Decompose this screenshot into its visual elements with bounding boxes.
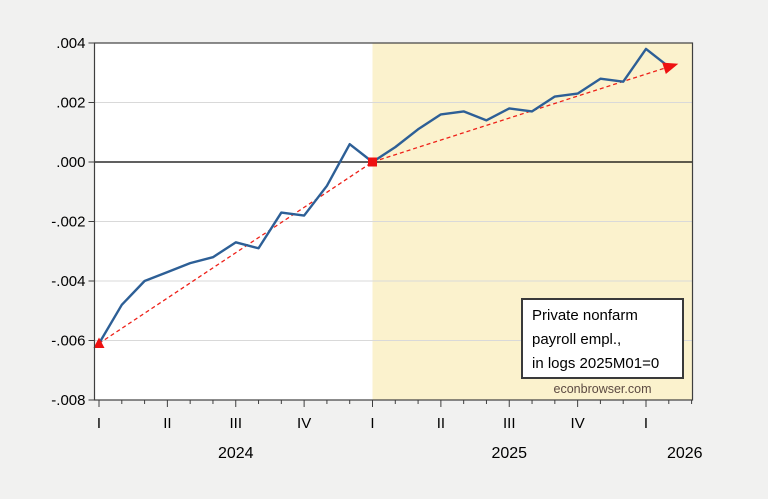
x-axis-quarter-label: IV — [571, 415, 585, 432]
trend-line — [98, 66, 669, 345]
x-axis-quarter-label: III — [229, 415, 242, 432]
annotation-box: Private nonfarm payroll empl., in logs 2… — [521, 298, 684, 379]
x-axis-year-label: 2025 — [491, 445, 527, 462]
annotation-line: payroll empl., — [532, 331, 622, 348]
annotation-line: in logs 2025M01=0 — [532, 355, 660, 372]
trend-end-arrow-marker — [662, 62, 679, 75]
y-axis-label: -.006 — [51, 333, 85, 350]
trend-start-marker — [93, 337, 105, 348]
actual-series-line — [97, 47, 670, 345]
y-axis-label: .004 — [56, 35, 85, 52]
x-axis-year-label: 2026 — [667, 445, 703, 462]
x-axis-quarter-label: I — [97, 415, 101, 432]
y-axis-label: -.002 — [51, 214, 85, 231]
x-axis-quarter-label: I — [370, 415, 374, 432]
x-axis-quarter-label: II — [437, 415, 445, 432]
x-axis-year-label: 2024 — [218, 445, 254, 462]
y-axis-label: -.004 — [51, 273, 85, 290]
y-axis-label: .000 — [56, 154, 85, 171]
x-axis-quarter-label: III — [503, 415, 516, 432]
x-axis-quarter-label: I — [644, 415, 648, 432]
y-axis-label: .002 — [56, 95, 85, 112]
x-axis-quarter-label: IV — [297, 415, 311, 432]
watermark-text: econbrowser.com — [553, 382, 652, 396]
y-axis-label: -.008 — [51, 392, 85, 409]
plot-frame — [93, 42, 694, 401]
benchmark-marker — [368, 157, 377, 167]
annotation-line: Private nonfarm — [532, 307, 638, 324]
x-axis-quarter-label: II — [163, 415, 171, 432]
